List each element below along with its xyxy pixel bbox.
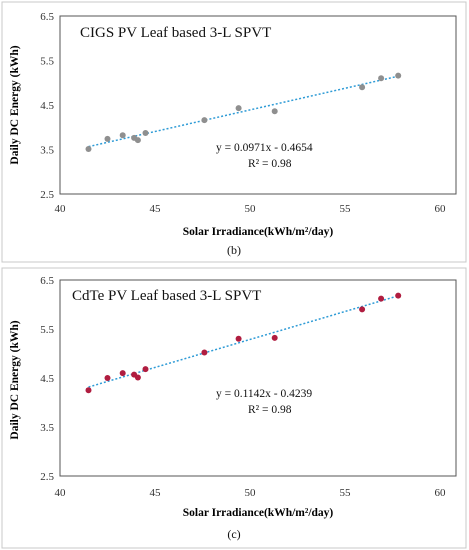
y-tick-label: 6.5 <box>40 275 54 287</box>
x-tick-label: 50 <box>245 487 257 499</box>
data-point <box>378 75 385 82</box>
data-point <box>119 132 126 139</box>
caption: (c) <box>227 527 240 541</box>
x-axis-title: Solar Irradiance(kWh/m²/day) <box>183 507 334 519</box>
caption: (b) <box>227 243 241 257</box>
data-point <box>395 72 402 79</box>
x-axis-title: Solar Irradiance(kWh/m²/day) <box>183 226 334 238</box>
x-tick-label: 55 <box>340 203 352 215</box>
y-tick-labels: 2.5 3.5 4.5 5.5 6.5 <box>40 275 54 483</box>
y-tick-label: 3.5 <box>40 145 54 157</box>
chart-cigs: CIGS PV Leaf based 3-L SPVT 2.5 3.5 4.5 5.5… <box>1 1 467 263</box>
data-point <box>201 117 208 124</box>
y-tick-label: 2.5 <box>40 471 54 483</box>
chart-title: CIGS PV Leaf based 3-L SPVT <box>80 25 271 41</box>
x-tick-label: 45 <box>150 487 162 499</box>
plot-box <box>59 15 457 195</box>
chart-frame <box>1 267 467 549</box>
y-tick-label: 4.5 <box>40 373 54 385</box>
data-point <box>119 370 126 377</box>
x-tick-label: 60 <box>435 487 447 499</box>
data-point <box>142 366 149 373</box>
data-point <box>378 295 385 302</box>
data-points <box>85 72 402 153</box>
trend-equation: y = 0.1142x - 0.4239 <box>216 388 312 400</box>
data-points <box>85 292 402 394</box>
data-point <box>271 108 278 115</box>
x-tick-label: 50 <box>245 203 257 215</box>
data-point <box>85 146 92 153</box>
y-tick-label: 2.5 <box>40 189 54 201</box>
x-tick-labels: 40 45 50 55 60 <box>55 487 447 499</box>
r-squared: R² = 0.98 <box>248 404 292 416</box>
data-point <box>235 105 242 112</box>
chart-frame <box>1 1 467 263</box>
x-tick-label: 40 <box>55 487 67 499</box>
y-tick-label: 6.5 <box>40 11 54 23</box>
x-tick-label: 45 <box>150 203 162 215</box>
y-axis-title: Daily DC Energy (kWh) <box>9 45 21 164</box>
plot-box <box>59 279 457 477</box>
trend-equation: y = 0.0971x - 0.4654 <box>216 142 313 154</box>
data-point <box>142 130 149 137</box>
chart-title: CdTe PV Leaf based 3-L SPVT <box>72 288 261 304</box>
data-point <box>85 387 92 394</box>
y-tick-label: 4.5 <box>40 100 54 112</box>
x-tick-label: 55 <box>340 487 352 499</box>
chart-cdte: CdTe PV Leaf based 3-L SPVT 2.5 3.5 4.5 5.5… <box>1 267 467 549</box>
data-point <box>134 137 141 144</box>
trendline <box>88 295 399 388</box>
data-point <box>134 374 141 381</box>
data-point <box>359 84 366 91</box>
x-tick-label: 60 <box>435 203 447 215</box>
x-tick-labels: 40 45 50 55 60 <box>55 203 447 215</box>
x-tick-label: 40 <box>55 203 67 215</box>
data-point <box>201 349 208 356</box>
data-point <box>104 375 111 381</box>
data-point <box>104 135 111 142</box>
r-squared: R² = 0.98 <box>248 158 292 170</box>
data-point <box>271 334 278 341</box>
data-point <box>235 335 242 342</box>
y-tick-label: 5.5 <box>40 56 54 68</box>
data-point <box>359 306 366 313</box>
y-tick-label: 5.5 <box>40 324 54 336</box>
data-point <box>395 292 402 299</box>
trendline <box>88 75 399 148</box>
y-tick-label: 3.5 <box>40 422 54 434</box>
y-axis-title: Daily DC Energy (kWh) <box>9 320 21 439</box>
y-tick-labels: 2.5 3.5 4.5 5.5 6.5 <box>40 11 54 201</box>
